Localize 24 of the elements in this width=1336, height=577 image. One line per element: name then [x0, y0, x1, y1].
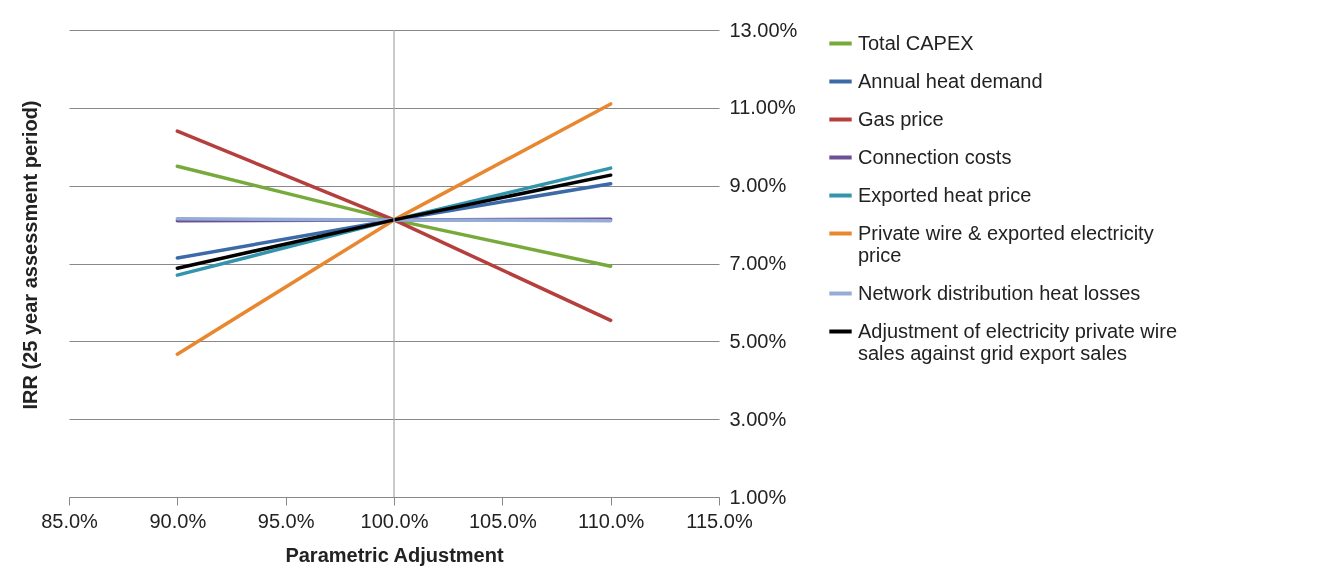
- legend-label: Total CAPEX: [858, 31, 974, 54]
- y-tick-label: 13.00%: [729, 18, 798, 41]
- y-tick-label: 1.00%: [729, 485, 787, 508]
- x-tick-label: 100.0%: [360, 509, 429, 532]
- x-tick-label: 110.0%: [577, 509, 645, 532]
- legend-label: Private wire & exported electricity price: [858, 221, 1154, 266]
- y-axis-title: IRR (25 year assessment period): [18, 100, 42, 410]
- y-tick-label: 5.00%: [729, 329, 787, 352]
- legend-label: Exported heat price: [858, 183, 1032, 206]
- y-tick-label: 11.00%: [729, 96, 797, 119]
- legend-label: Gas price: [858, 107, 944, 130]
- x-tick-label: 95.0%: [257, 509, 315, 532]
- legend-label: Network distribution heat losses: [858, 281, 1141, 304]
- y-tick-label: 9.00%: [729, 174, 787, 197]
- x-tick-label: 105.0%: [468, 509, 537, 532]
- y-tick-label: 3.00%: [729, 407, 787, 430]
- x-tick-label: 85.0%: [41, 509, 99, 532]
- legend-label: Annual heat demand: [858, 69, 1043, 92]
- legend-label: Adjustment of electricity private wire sales against grid export sales: [858, 319, 1178, 364]
- legend-label: Connection costs: [858, 145, 1012, 168]
- x-axis-title: Parametric Adjustment: [285, 543, 504, 566]
- y-tick-label: 7.00%: [729, 252, 787, 274]
- x-tick-label: 115.0%: [686, 509, 753, 532]
- x-tick-label: 90.0%: [149, 509, 207, 532]
